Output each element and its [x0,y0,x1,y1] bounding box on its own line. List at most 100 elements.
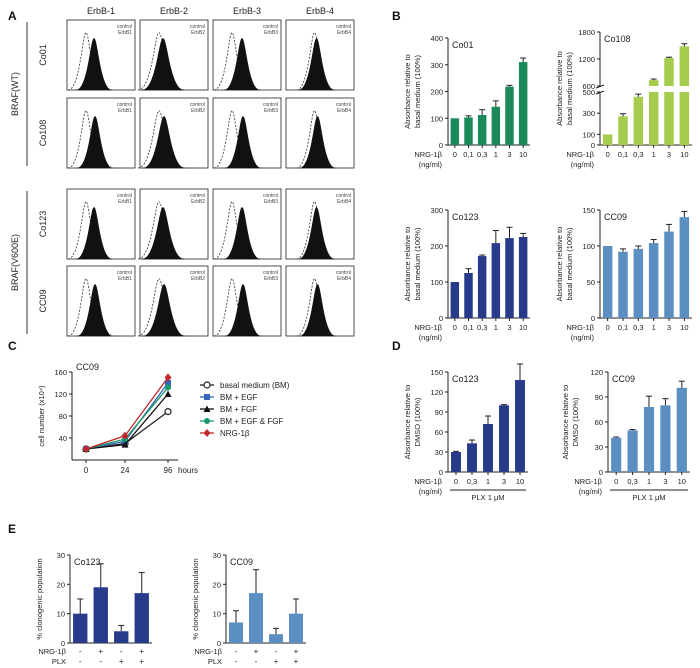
y-axis-label: Absorbance relative to [561,385,570,460]
chart-d_co123: 0 30 60 90 120 150 0 0,3 1 3 10 Co123 Absorbance rel… [403,363,528,502]
plx-sign: - [79,657,82,666]
chart-title: CC09 [230,557,253,567]
legend-control-text: control [117,270,132,276]
data-point [164,408,172,416]
legend-control-text: control [190,102,205,108]
panel-label-b: B [392,9,401,23]
bar-b_co108-5-high [679,46,690,86]
x-tick-label: 3 [507,150,511,159]
x-tick-label: 0,3 [467,477,477,486]
plx-sign: - [235,657,238,666]
bar-b_co01-2 [477,115,487,145]
y-tick-label: 0 [439,468,443,477]
y-tick-label: 300 [430,206,443,215]
x-tick-label: 3 [667,150,671,159]
y-tick-label: 500 [582,88,595,97]
control-curve [67,278,105,337]
control-curve [67,32,105,91]
legend-marker-text: ErbB1 [118,276,132,282]
y-tick-label: 0 [591,141,595,150]
x-tick-label: 10 [519,323,527,332]
chart-b_cc09: 0 50 100 150 0 0,1 0,3 1 3 10 CC09 Absorbance relat… [555,206,692,342]
data-point [165,380,171,386]
legend-marker-text: ErbB2 [191,30,205,36]
legend-control-text: control [336,102,351,108]
plx-sign: + [139,657,144,666]
y-axis-label: DMSO (100%) [413,397,422,446]
bar-b_co108-2 [633,96,644,145]
plx-sign: + [294,657,299,666]
control-curve [213,201,251,260]
data-point [165,384,171,391]
group-label-braf-wt: BRAF(WT) [10,72,20,116]
x-tick-label: 1 [652,323,656,332]
y-axis-label: DMSO (100%) [571,397,580,446]
bar-b_co108-0 [602,134,613,145]
x-tick-label: 1 [494,323,498,332]
x-tick-label: 10 [516,477,524,486]
legend-control-text: control [190,270,205,276]
y-tick-label: 150 [430,368,443,377]
legend-control-text: control [263,193,278,199]
legend-marker [203,381,211,389]
sample-curve [299,284,336,337]
bar-d_co123-4 [515,380,525,472]
y-axis-label: Absorbance relative to [555,227,564,302]
bar-e_cc09-0 [229,622,243,643]
legend-control-text: control [117,102,132,108]
nrg-sign: - [235,647,238,656]
legend-control-text: control [263,102,278,108]
y-axis-label: Absorbance relative to [403,227,412,302]
legend-marker-text: ErbB1 [118,199,132,205]
y-tick-label: 100 [430,114,443,123]
nrg-sign: - [275,647,278,656]
bar-e_cc09-1 [249,593,263,643]
y-tick-label: 0 [591,314,595,323]
y-tick-label: 0 [439,141,443,150]
bar-d_co123-1 [467,443,477,472]
legend-marker-text: ErbB1 [118,30,132,36]
chart-title: Co123 [452,374,479,384]
x-tick-label: 0,3 [477,323,487,332]
x-tick-label: 0 [84,466,89,475]
group-label: PLX 1 μM [471,493,504,502]
y-tick-label: 90 [595,393,603,402]
y-axis-label: % clonogenic population [35,558,44,639]
legend-control-text: control [263,270,278,276]
plx-sign: - [99,657,102,666]
bar-b_co108-3-low [648,92,659,145]
y-tick-label: 120 [54,390,67,399]
y-tick-label: 1200 [578,55,595,64]
bar-b_co123-1 [464,273,473,318]
y-tick-label: 0 [439,314,443,323]
bar-b_cc09-1 [618,251,628,318]
x-tick-label: 0,1 [618,323,628,332]
x-tick-label: 0 [453,150,457,159]
y-tick-label: 30 [213,551,221,560]
row-label-plx: PLX [208,657,222,666]
row-label-cc09: CC09 [38,289,48,312]
x-tick-label: 10 [519,150,527,159]
y-tick-label: 300 [430,61,443,70]
legend-entry: basal medium (BM) [220,381,290,390]
plx-sign: + [119,657,124,666]
y-axis-label: % clonogenic population [191,558,200,639]
y-tick-label: 60 [595,418,603,427]
legend-marker-text: ErbB1 [118,108,132,114]
legend-marker [204,394,210,400]
bar-b_co01-5 [518,62,528,146]
y-tick-label: 40 [59,434,67,443]
legend-marker-text: ErbB2 [191,276,205,282]
bar-e_co123-0 [73,613,88,643]
x-tick-label: 0,3 [633,150,643,159]
bar-d_co123-3 [499,405,509,472]
y-tick-label: 10 [213,610,221,619]
chart-d_cc09: 0 30 60 90 120 0 0,3 1 3 10 CC09 Absorbance relativ… [561,368,690,502]
bar-b_cc09-0 [602,246,613,318]
control-curve [67,201,105,260]
